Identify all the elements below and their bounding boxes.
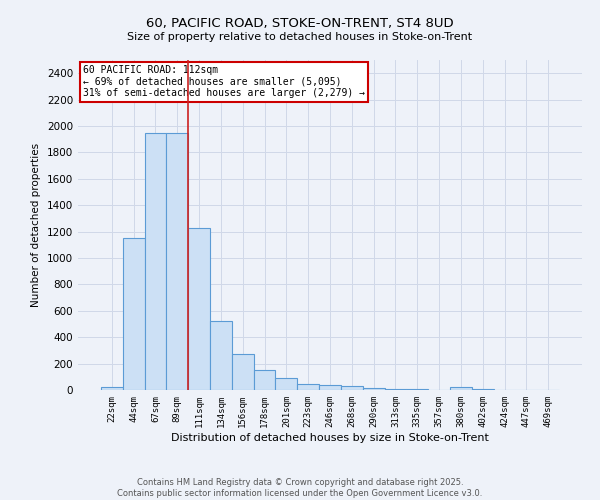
Bar bbox=[319, 386, 341, 390]
Bar bbox=[210, 322, 232, 390]
Text: 60, PACIFIC ROAD, STOKE-ON-TRENT, ST4 8UD: 60, PACIFIC ROAD, STOKE-ON-TRENT, ST4 8U… bbox=[146, 18, 454, 30]
Bar bbox=[166, 132, 188, 390]
Bar bbox=[385, 388, 406, 390]
Bar bbox=[363, 388, 385, 390]
Bar bbox=[101, 387, 123, 390]
Text: Contains HM Land Registry data © Crown copyright and database right 2025.
Contai: Contains HM Land Registry data © Crown c… bbox=[118, 478, 482, 498]
Bar bbox=[145, 132, 166, 390]
Bar bbox=[188, 228, 210, 390]
Bar bbox=[275, 378, 297, 390]
X-axis label: Distribution of detached houses by size in Stoke-on-Trent: Distribution of detached houses by size … bbox=[171, 432, 489, 442]
Text: 60 PACIFIC ROAD: 112sqm
← 69% of detached houses are smaller (5,095)
31% of semi: 60 PACIFIC ROAD: 112sqm ← 69% of detache… bbox=[83, 65, 365, 98]
Bar bbox=[254, 370, 275, 390]
Bar bbox=[450, 388, 472, 390]
Bar bbox=[232, 354, 254, 390]
Bar bbox=[297, 384, 319, 390]
Bar bbox=[123, 238, 145, 390]
Y-axis label: Number of detached properties: Number of detached properties bbox=[31, 143, 41, 307]
Bar bbox=[341, 386, 363, 390]
Text: Size of property relative to detached houses in Stoke-on-Trent: Size of property relative to detached ho… bbox=[127, 32, 473, 42]
